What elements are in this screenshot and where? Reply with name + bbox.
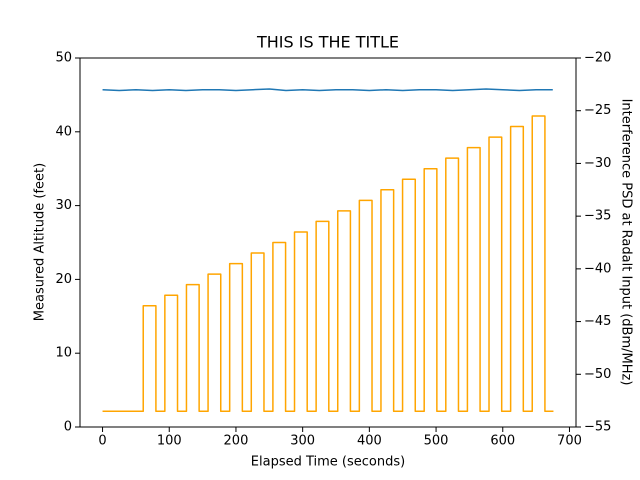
y2-tick-label: −50 <box>584 367 611 382</box>
line-series <box>102 115 554 412</box>
x-tick-label: 600 <box>490 434 515 449</box>
y-tick-label: 10 <box>55 346 72 361</box>
y2-tick-label: −45 <box>584 314 611 329</box>
chart-title: THIS IS THE TITLE <box>256 33 399 52</box>
x-tick-label: 300 <box>290 434 315 449</box>
y2-tick-label: −40 <box>584 261 611 276</box>
x-tick-label: 0 <box>98 434 106 449</box>
y-tick-label: 0 <box>64 420 72 435</box>
plot-frame <box>79 57 577 428</box>
x-tick-label: 100 <box>157 434 182 449</box>
y2-tick-label: −20 <box>584 51 611 66</box>
x-tick-label: 700 <box>557 434 582 449</box>
y-tick-label: 50 <box>55 51 72 66</box>
y-tick-label: 20 <box>55 272 72 287</box>
x-axis-label: Elapsed Time (seconds) <box>251 455 405 470</box>
y2-tick-label: −25 <box>584 103 611 118</box>
x-tick-label: 200 <box>224 434 249 449</box>
line-series <box>102 88 553 92</box>
x-tick-label: 500 <box>424 434 449 449</box>
y-axis-label: Measured Altitude (feet) <box>33 163 48 321</box>
y2-axis-label: Interference PSD at Radalt Input (dBm/MH… <box>619 99 634 386</box>
y2-tick-label: −35 <box>584 209 611 224</box>
x-tick-label: 400 <box>357 434 382 449</box>
y-tick-label: 40 <box>55 124 72 139</box>
y2-tick-label: −30 <box>584 156 611 171</box>
y2-tick-label: −55 <box>584 420 611 435</box>
y-tick-label: 30 <box>55 198 72 213</box>
